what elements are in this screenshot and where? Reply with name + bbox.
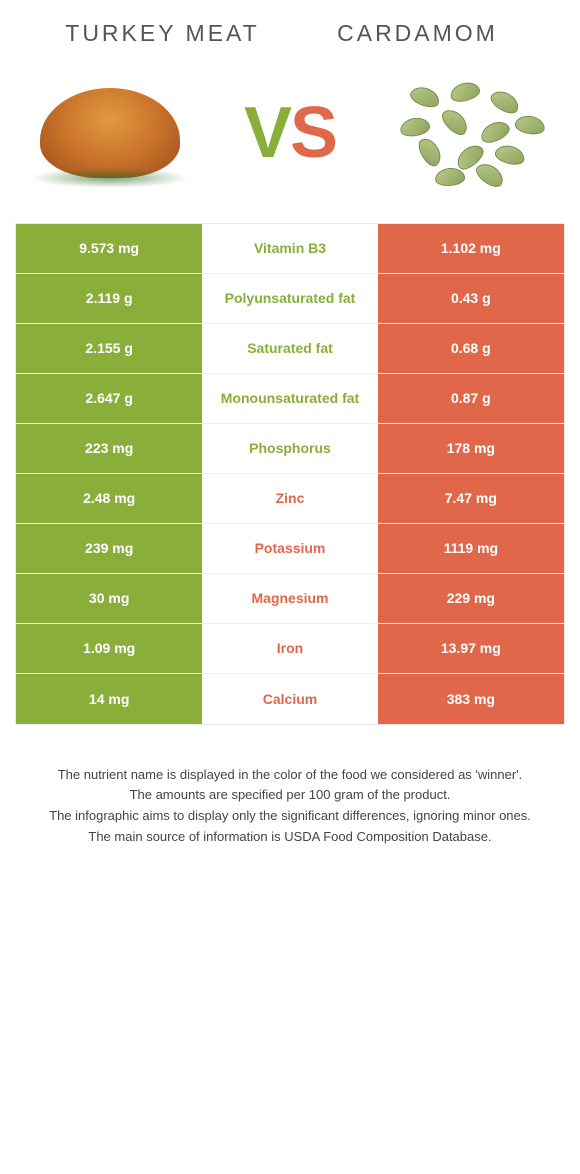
left-value: 14 mg bbox=[16, 674, 202, 724]
nutrient-label: Zinc bbox=[202, 474, 377, 523]
vs-label: VS bbox=[244, 92, 336, 174]
table-row: 1.09 mgIron13.97 mg bbox=[16, 624, 564, 674]
table-row: 223 mgPhosphorus178 mg bbox=[16, 424, 564, 474]
table-row: 2.647 gMonounsaturated fat0.87 g bbox=[16, 374, 564, 424]
right-value: 1.102 mg bbox=[378, 224, 564, 273]
right-value: 178 mg bbox=[378, 424, 564, 473]
nutrient-label: Magnesium bbox=[202, 574, 377, 623]
right-value: 0.43 g bbox=[378, 274, 564, 323]
nutrient-label: Saturated fat bbox=[202, 324, 377, 373]
footnote-line: The infographic aims to display only the… bbox=[45, 806, 535, 827]
infographic-container: TURKEY MEAT CARDAMOM VS bbox=[0, 0, 580, 848]
comparison-table: 9.573 mgVitamin B31.102 mg2.119 gPolyuns… bbox=[15, 223, 565, 725]
title-right: CARDAMOM bbox=[290, 20, 545, 48]
footnote-line: The nutrient name is displayed in the co… bbox=[45, 765, 535, 786]
nutrient-label: Phosphorus bbox=[202, 424, 377, 473]
right-value: 0.87 g bbox=[378, 374, 564, 423]
left-value: 239 mg bbox=[16, 524, 202, 573]
cardamom-image bbox=[385, 73, 555, 193]
table-row: 2.155 gSaturated fat0.68 g bbox=[16, 324, 564, 374]
left-value: 30 mg bbox=[16, 574, 202, 623]
footnote-line: The main source of information is USDA F… bbox=[45, 827, 535, 848]
footnotes: The nutrient name is displayed in the co… bbox=[15, 765, 565, 848]
vs-v: V bbox=[244, 93, 290, 173]
nutrient-label: Monounsaturated fat bbox=[202, 374, 377, 423]
table-row: 239 mgPotassium1119 mg bbox=[16, 524, 564, 574]
turkey-image bbox=[25, 73, 195, 193]
nutrient-label: Potassium bbox=[202, 524, 377, 573]
left-value: 1.09 mg bbox=[16, 624, 202, 673]
table-row: 30 mgMagnesium229 mg bbox=[16, 574, 564, 624]
table-row: 2.48 mgZinc7.47 mg bbox=[16, 474, 564, 524]
images-row: VS bbox=[15, 73, 565, 193]
right-value: 13.97 mg bbox=[378, 624, 564, 673]
right-value: 383 mg bbox=[378, 674, 564, 724]
table-row: 14 mgCalcium383 mg bbox=[16, 674, 564, 724]
table-row: 2.119 gPolyunsaturated fat0.43 g bbox=[16, 274, 564, 324]
left-value: 2.155 g bbox=[16, 324, 202, 373]
left-value: 223 mg bbox=[16, 424, 202, 473]
nutrient-label: Polyunsaturated fat bbox=[202, 274, 377, 323]
title-left: TURKEY MEAT bbox=[35, 20, 290, 48]
footnote-line: The amounts are specified per 100 gram o… bbox=[45, 785, 535, 806]
left-value: 2.119 g bbox=[16, 274, 202, 323]
right-value: 1119 mg bbox=[378, 524, 564, 573]
titles-row: TURKEY MEAT CARDAMOM bbox=[15, 20, 565, 48]
right-value: 7.47 mg bbox=[378, 474, 564, 523]
nutrient-label: Calcium bbox=[202, 674, 377, 724]
left-value: 2.48 mg bbox=[16, 474, 202, 523]
nutrient-label: Iron bbox=[202, 624, 377, 673]
right-value: 229 mg bbox=[378, 574, 564, 623]
left-value: 9.573 mg bbox=[16, 224, 202, 273]
nutrient-label: Vitamin B3 bbox=[202, 224, 377, 273]
left-value: 2.647 g bbox=[16, 374, 202, 423]
vs-s: S bbox=[290, 93, 336, 173]
right-value: 0.68 g bbox=[378, 324, 564, 373]
table-row: 9.573 mgVitamin B31.102 mg bbox=[16, 224, 564, 274]
